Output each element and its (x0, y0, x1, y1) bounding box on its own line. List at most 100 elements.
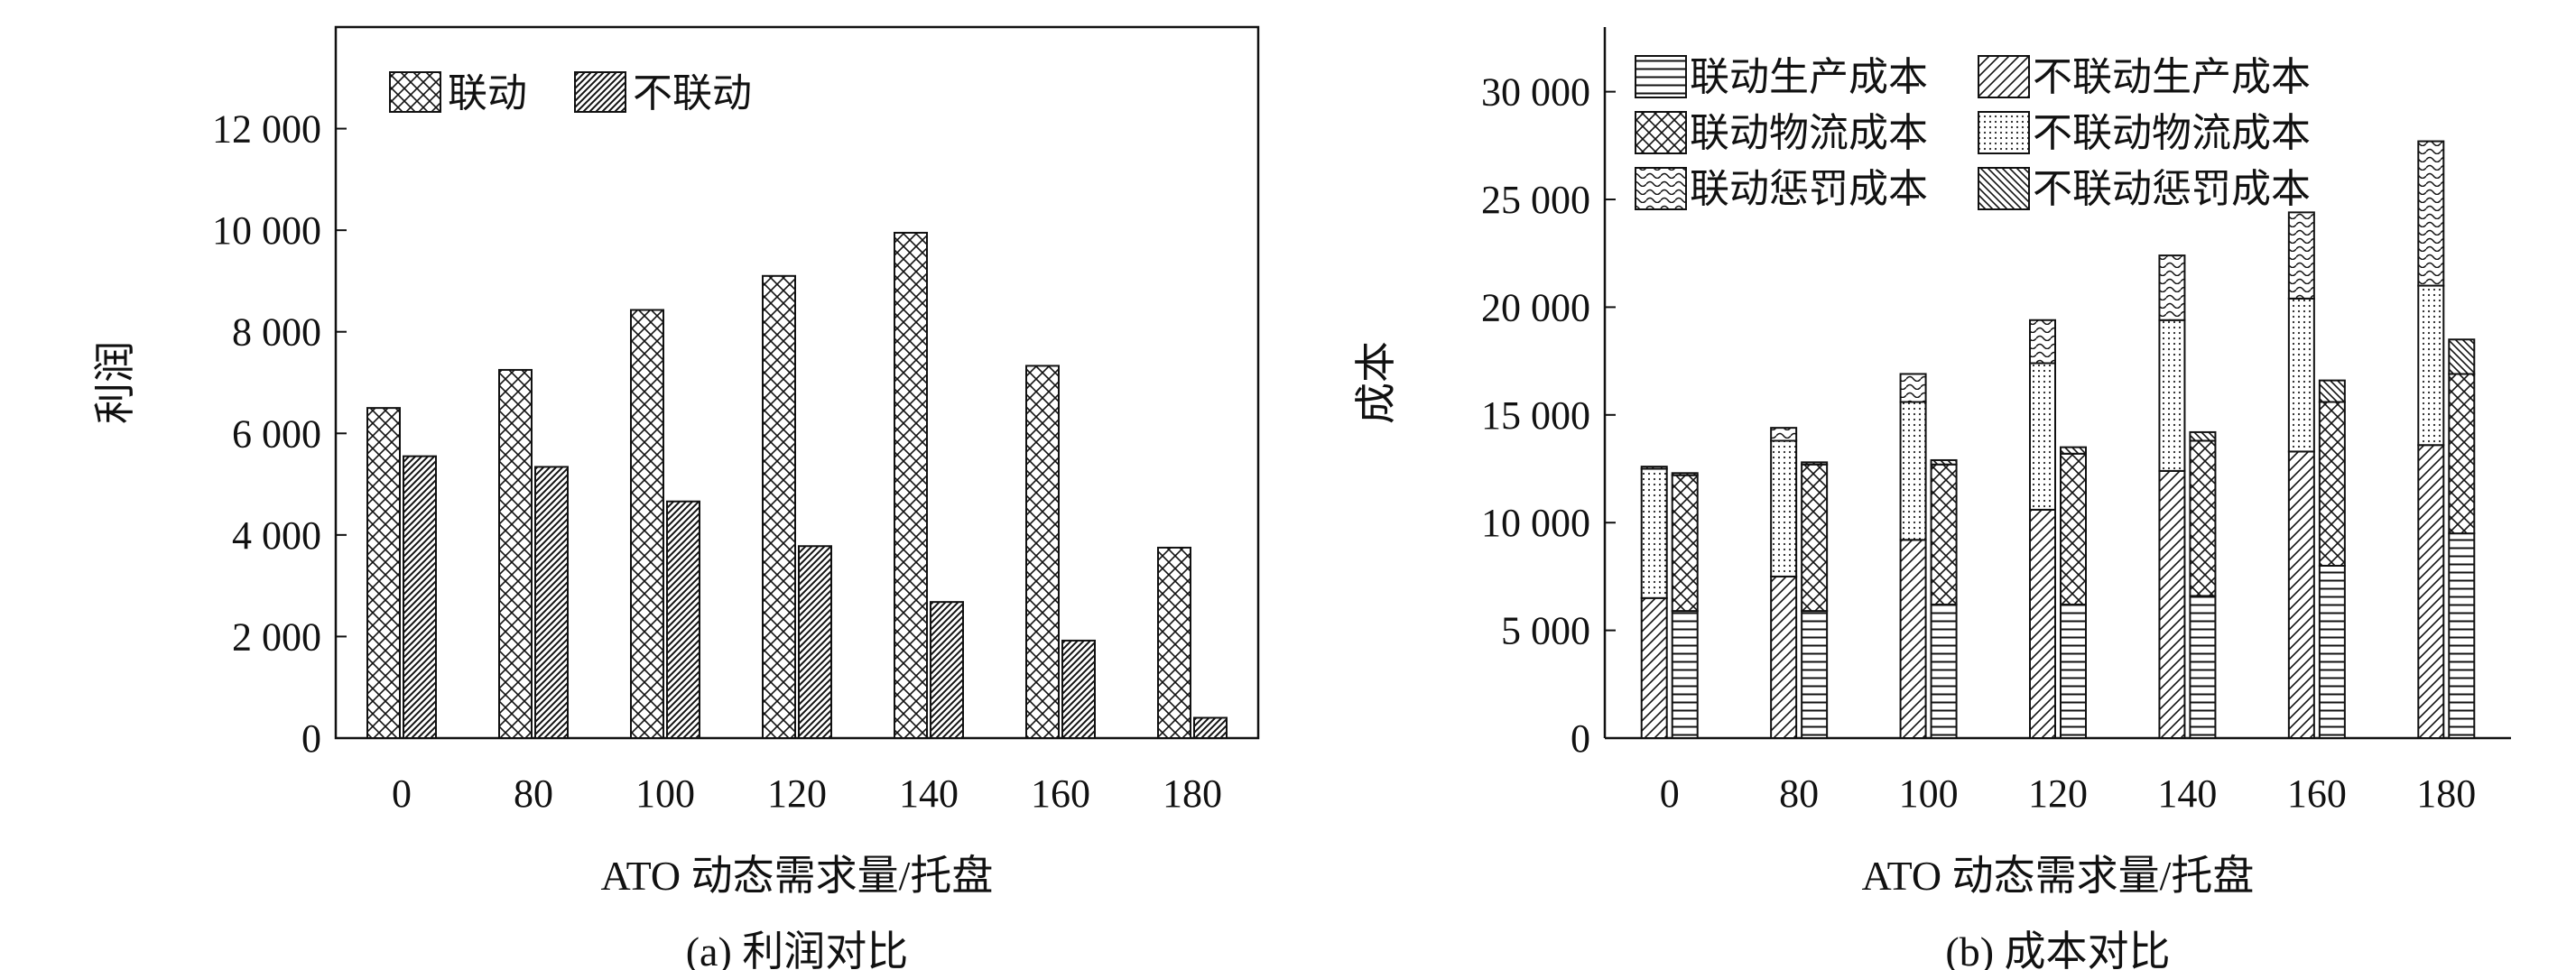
bar-unlinked (1061, 639, 1096, 740)
y-tick-label: 6 000 (232, 411, 321, 456)
bar-linked (1025, 365, 1060, 739)
y-tick-label: 25 000 (1481, 178, 1590, 222)
stacked-bar-segment (2060, 452, 2087, 605)
legend-swatch (1635, 111, 1687, 154)
x-axis-label: ATO 动态需求量/托盘 (601, 853, 994, 899)
panel-caption: (a) 利润对比 (686, 928, 909, 970)
legend-swatch (1978, 111, 2030, 154)
stacked-bar-segment (2189, 430, 2217, 442)
stacked-bar-segment (2448, 373, 2476, 535)
stacked-bar-segment (1770, 575, 1798, 740)
stacked-bar-segment (2318, 564, 2346, 740)
legend-label: 联动 (448, 71, 527, 115)
stacked-bar-segment (1640, 467, 1668, 599)
stacked-bar-segment (2417, 140, 2445, 287)
stacked-bar-segment (2287, 450, 2315, 739)
stacked-bar-segment (2448, 532, 2476, 739)
stacked-bar-segment (1640, 596, 1668, 740)
stacked-bar-segment (2158, 254, 2186, 321)
x-tick-label: 160 (1031, 771, 1090, 816)
stacked-bar-segment (2029, 319, 2056, 365)
stacked-bar-segment (2158, 469, 2186, 739)
bar-linked (1157, 546, 1191, 740)
x-tick-label: 180 (2416, 771, 2476, 816)
x-axis-label: ATO 动态需求量/托盘 (1862, 853, 2255, 899)
y-tick-label: 0 (301, 716, 321, 761)
x-tick-label: 120 (767, 771, 827, 816)
bar-unlinked (534, 466, 569, 739)
stacked-bar-segment (1801, 461, 1829, 466)
x-tick-label: 140 (899, 771, 959, 816)
stacked-bar-segment (1899, 373, 1927, 403)
y-axis-label: 成本 (1353, 341, 1399, 424)
bar-unlinked (930, 601, 964, 740)
y-tick-label: 8 000 (232, 310, 321, 355)
cost-chart-panel: 0 5 000 10 000 15 000 20 000 25 000 30 000 0 80 1… (1353, 27, 2511, 970)
x-tick-label: 160 (2287, 771, 2347, 816)
x-tick-label: 0 (1660, 771, 1680, 816)
stacked-bar-segment (2189, 595, 2217, 740)
bar-linked (366, 407, 401, 739)
bar-unlinked (666, 500, 700, 739)
stacked-bar-segment (1801, 610, 1829, 740)
stacked-bar-segment (2318, 401, 2346, 567)
profit-chart-panel: 0 2 000 4 000 6 000 8 000 10 000 12 000 0 80 100 1… (92, 25, 1260, 970)
bar-linked (894, 231, 928, 739)
bar-linked (630, 309, 664, 739)
legend-swatch (1978, 55, 2030, 98)
x-tick-label: 100 (1899, 771, 1959, 816)
stacked-bar-segment (1899, 539, 1927, 739)
stacked-bar-segment (2060, 603, 2087, 740)
legend-label: 不联动生产成本 (2033, 55, 2311, 99)
legend-label: 联动物流成本 (1690, 111, 1928, 155)
stacked-bar-segment (2448, 338, 2476, 375)
stacked-bar-segment (2417, 444, 2445, 739)
x-tick-label: 100 (635, 771, 695, 816)
x-tick-label: 120 (2028, 771, 2088, 816)
stacked-bar-segment (1671, 472, 1699, 476)
y-tick-label: 0 (1571, 716, 1590, 761)
plot-frame (334, 25, 1260, 740)
stacked-bar-segment (1671, 474, 1699, 613)
y-tick-label: 5 000 (1501, 609, 1590, 653)
bar-unlinked (403, 455, 437, 739)
x-tick-label: 140 (2157, 771, 2217, 816)
y-tick-label: 4 000 (232, 513, 321, 558)
y-tick-label: 30 000 (1481, 70, 1590, 115)
y-axis-label: 利润 (92, 341, 138, 424)
y-tick-label: 10 000 (1481, 501, 1590, 545)
stacked-bar-segment (2060, 446, 2087, 455)
stacked-bar-segment (1899, 401, 1927, 541)
stacked-bar-segment (1770, 439, 1798, 577)
bar-unlinked (1193, 716, 1228, 740)
stacked-bar-segment (1930, 463, 1958, 605)
legend-swatch (1635, 167, 1687, 210)
y-tick-label: 12 000 (212, 107, 321, 152)
stacked-bar-segment (2189, 439, 2217, 597)
stacked-bar-segment (2029, 508, 2056, 739)
stacked-bar-segment (1930, 458, 1958, 466)
x-tick-label: 80 (1779, 771, 1819, 816)
stacked-bar-segment (2318, 379, 2346, 403)
legend-label: 联动生产成本 (1690, 55, 1928, 99)
stacked-bar-segment (2029, 362, 2056, 511)
legend-swatch (1978, 167, 2030, 210)
y-tick-label: 10 000 (212, 208, 321, 253)
legend-swatch (1635, 55, 1687, 98)
legend-label: 联动惩罚成本 (1690, 167, 1928, 211)
legend-label: 不联动物流成本 (2033, 111, 2311, 155)
stacked-bar-segment (1640, 466, 1668, 470)
stacked-bar-segment (1801, 463, 1829, 613)
stacked-bar-segment (2158, 319, 2186, 472)
y-tick-label: 2 000 (232, 614, 321, 659)
bar-linked (498, 368, 533, 739)
y-tick-label: 20 000 (1481, 285, 1590, 329)
x-tick-label: 80 (514, 771, 553, 816)
stacked-bar-segment (1671, 610, 1699, 740)
stacked-bar-segment (1770, 427, 1798, 442)
x-tick-label: 180 (1163, 771, 1222, 816)
stacked-bar-segment (2287, 297, 2315, 453)
legend-swatch (574, 71, 626, 113)
stacked-bar-segment (1930, 603, 1958, 740)
